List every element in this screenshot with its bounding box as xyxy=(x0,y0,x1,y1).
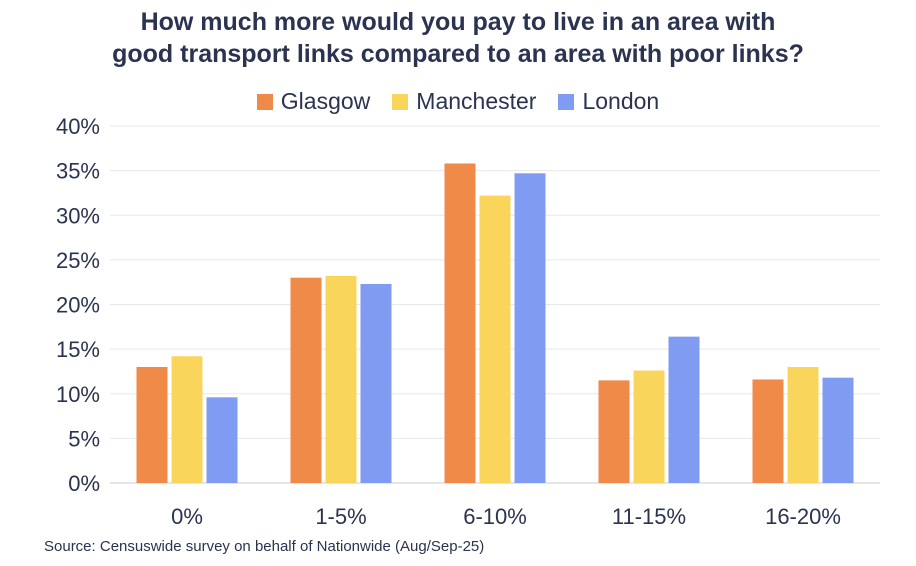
y-tick-label: 30% xyxy=(56,203,100,228)
x-category-label: 0% xyxy=(171,504,203,529)
bar-glasgow-3 xyxy=(598,380,630,483)
bar-glasgow-2 xyxy=(444,163,476,484)
legend-label-manchester: Manchester xyxy=(416,88,537,114)
bar-london-1 xyxy=(360,283,392,483)
chart-title: How much more would you pay to live in a… xyxy=(0,6,916,70)
legend-item-glasgow: Glasgow xyxy=(256,88,371,115)
x-category-label: 6-10% xyxy=(463,504,527,529)
y-tick-label: 15% xyxy=(56,337,100,362)
bar-manchester-4 xyxy=(787,366,819,483)
chart-legend: Glasgow Manchester London xyxy=(0,88,916,115)
legend-label-london: London xyxy=(582,88,660,114)
bar-glasgow-4 xyxy=(752,379,784,483)
legend-label-glasgow: Glasgow xyxy=(280,88,371,114)
x-category-label: 11-15% xyxy=(612,504,686,529)
legend-item-manchester: Manchester xyxy=(392,88,536,115)
legend-swatch-glasgow xyxy=(256,93,273,110)
y-tick-label: 5% xyxy=(68,426,100,451)
source-note: Source: Censuswide survey on behalf of N… xyxy=(44,538,485,555)
y-tick-label: 35% xyxy=(56,159,100,184)
bar-london-3 xyxy=(668,336,700,483)
y-tick-label: 20% xyxy=(56,293,100,318)
y-tick-label: 40% xyxy=(56,114,100,139)
bar-manchester-0 xyxy=(171,356,203,483)
legend-item-london: London xyxy=(558,88,659,115)
y-tick-label: 0% xyxy=(68,471,100,496)
legend-swatch-manchester xyxy=(392,93,409,110)
bar-manchester-3 xyxy=(633,370,665,483)
bar-london-0 xyxy=(206,397,238,483)
bar-london-4 xyxy=(822,377,854,483)
bar-manchester-2 xyxy=(479,195,511,484)
y-tick-label: 10% xyxy=(56,382,100,407)
chart-title-line-2: good transport links compared to an area… xyxy=(112,40,804,68)
x-category-label: 16-20% xyxy=(765,504,841,529)
chart-title-line-1: How much more would you pay to live in a… xyxy=(140,8,776,36)
bar-manchester-1 xyxy=(325,275,357,483)
bar-glasgow-0 xyxy=(136,366,168,483)
y-tick-label: 25% xyxy=(56,248,100,273)
legend-swatch-london xyxy=(558,93,575,110)
bar-glasgow-1 xyxy=(290,277,322,483)
x-category-label: 1-5% xyxy=(315,504,366,529)
bar-london-2 xyxy=(514,173,546,484)
